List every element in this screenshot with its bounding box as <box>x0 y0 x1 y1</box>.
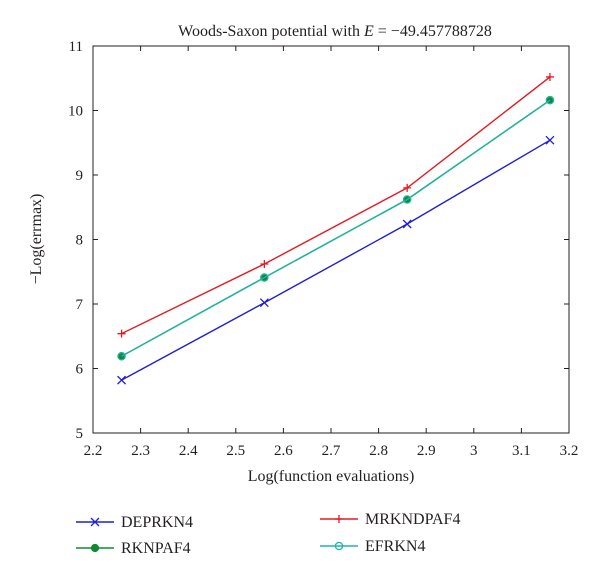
data-point-marker <box>259 298 269 308</box>
title-suffix: = −49.457788728 <box>374 23 492 40</box>
data-point-marker <box>90 543 100 553</box>
data-point-marker <box>260 260 269 269</box>
plot-frame <box>92 45 570 434</box>
legend-label: RKNPAF4 <box>121 540 191 557</box>
data-point-marker <box>335 515 343 523</box>
legend-label: DEPRKN4 <box>121 514 193 531</box>
x-tick-label: 3.2 <box>560 443 579 459</box>
legend-label: EFRKN4 <box>365 538 425 555</box>
series-line <box>121 139 551 381</box>
data-point-marker <box>117 375 127 385</box>
series-line <box>121 99 551 357</box>
series-deprkn4 <box>117 135 555 385</box>
data-point-marker <box>402 219 412 229</box>
x-axis-label: Log(function evaluations) <box>248 468 415 485</box>
title-variable: E <box>363 23 374 40</box>
y-tick-label: 8 <box>76 233 84 249</box>
data-point-marker <box>117 351 126 361</box>
series-efrkn4 <box>117 95 555 361</box>
legend-item-deprkn4: DEPRKN4 <box>76 514 193 531</box>
legend: DEPRKN4 RKNPAF4 MRKNDPAF4 EFRKN4 <box>76 511 460 557</box>
data-point-marker <box>403 183 412 192</box>
x-tick-label: 2.7 <box>322 443 341 459</box>
x-tick-label: 2.8 <box>369 443 388 459</box>
x-tick-label: 2.5 <box>226 443 245 459</box>
y-tick-label: 9 <box>76 168 84 184</box>
series-rknpaf4 <box>117 96 555 361</box>
y-tick-label: 10 <box>68 104 83 120</box>
legend-item-mrkndpaf4: MRKNDPAF4 <box>320 511 460 528</box>
y-tick-label: 11 <box>69 39 83 55</box>
series-line <box>121 76 551 335</box>
axis-ticks: 2.2 2.3 2.4 2.5 2.6 2.7 2.8 2.9 3 3.1 3.2 5 6 7 8 9 10 11 <box>68 39 578 459</box>
data-point-marker <box>117 329 126 338</box>
x-tick-label: 2.6 <box>274 443 293 459</box>
title-prefix: Woods-Saxon potential with <box>178 23 364 40</box>
x-tick-label: 2.2 <box>84 443 103 459</box>
data-point-marker <box>402 195 412 204</box>
legend-item-efrkn4: EFRKN4 <box>320 538 425 555</box>
series-line <box>121 99 551 357</box>
x-tick-label: 3.1 <box>512 443 531 459</box>
y-tick-label: 5 <box>76 426 84 442</box>
data-point-marker <box>334 541 344 551</box>
x-tick-label: 2.3 <box>131 443 150 459</box>
data-point-marker <box>545 72 554 81</box>
y-tick-label: 7 <box>76 297 84 313</box>
x-tick-label: 2.4 <box>179 443 198 459</box>
legend-item-rknpaf4: RKNPAF4 <box>76 540 191 557</box>
data-point-marker <box>545 135 555 145</box>
data-point-marker <box>260 273 269 282</box>
legend-label: MRKNDPAF4 <box>365 511 460 528</box>
y-tick-label: 6 <box>76 362 84 378</box>
series-layer <box>117 72 555 385</box>
y-axis-label: −Log(errmax) <box>28 194 45 285</box>
data-point-marker <box>545 95 555 105</box>
data-point-marker <box>90 517 100 527</box>
x-tick-label: 3 <box>470 443 478 459</box>
x-tick-label: 2.9 <box>417 443 436 459</box>
series-mrkndpaf4 <box>117 72 554 338</box>
chart-title: Woods-Saxon potential with E = −49.45778… <box>178 23 492 40</box>
